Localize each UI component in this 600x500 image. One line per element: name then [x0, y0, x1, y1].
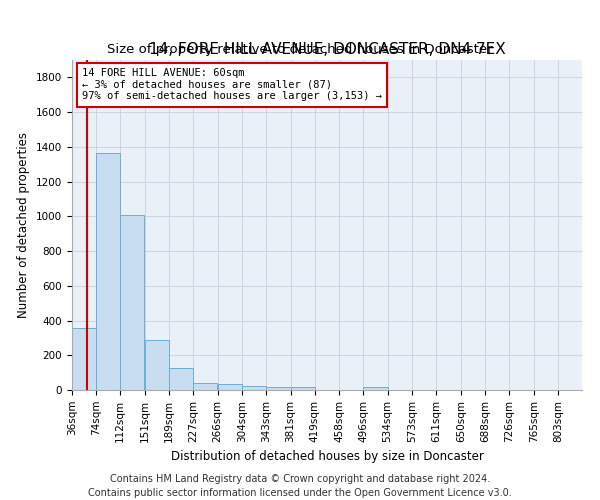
Y-axis label: Number of detached properties: Number of detached properties [17, 132, 31, 318]
Title: 14, FORE HILL AVENUE, DONCASTER, DN4 7EX: 14, FORE HILL AVENUE, DONCASTER, DN4 7EX [149, 42, 505, 58]
Bar [72, 328, 96, 390]
Bar [364, 386, 388, 390]
Bar [290, 388, 314, 390]
Text: Contains HM Land Registry data © Crown copyright and database right 2024.
Contai: Contains HM Land Registry data © Crown c… [88, 474, 512, 498]
Bar [120, 214, 144, 390]
Text: Size of property relative to detached houses in Doncaster: Size of property relative to detached ho… [107, 42, 493, 56]
X-axis label: Distribution of detached houses by size in Doncaster: Distribution of detached houses by size … [170, 450, 484, 463]
Text: 14 FORE HILL AVENUE: 60sqm
← 3% of detached houses are smaller (87)
97% of semi-: 14 FORE HILL AVENUE: 60sqm ← 3% of detac… [82, 68, 382, 102]
Bar [242, 386, 266, 390]
Bar [96, 153, 120, 390]
Bar [266, 387, 290, 390]
Bar [218, 384, 242, 390]
Bar [145, 340, 169, 390]
Bar [169, 368, 193, 390]
Bar [193, 382, 217, 390]
